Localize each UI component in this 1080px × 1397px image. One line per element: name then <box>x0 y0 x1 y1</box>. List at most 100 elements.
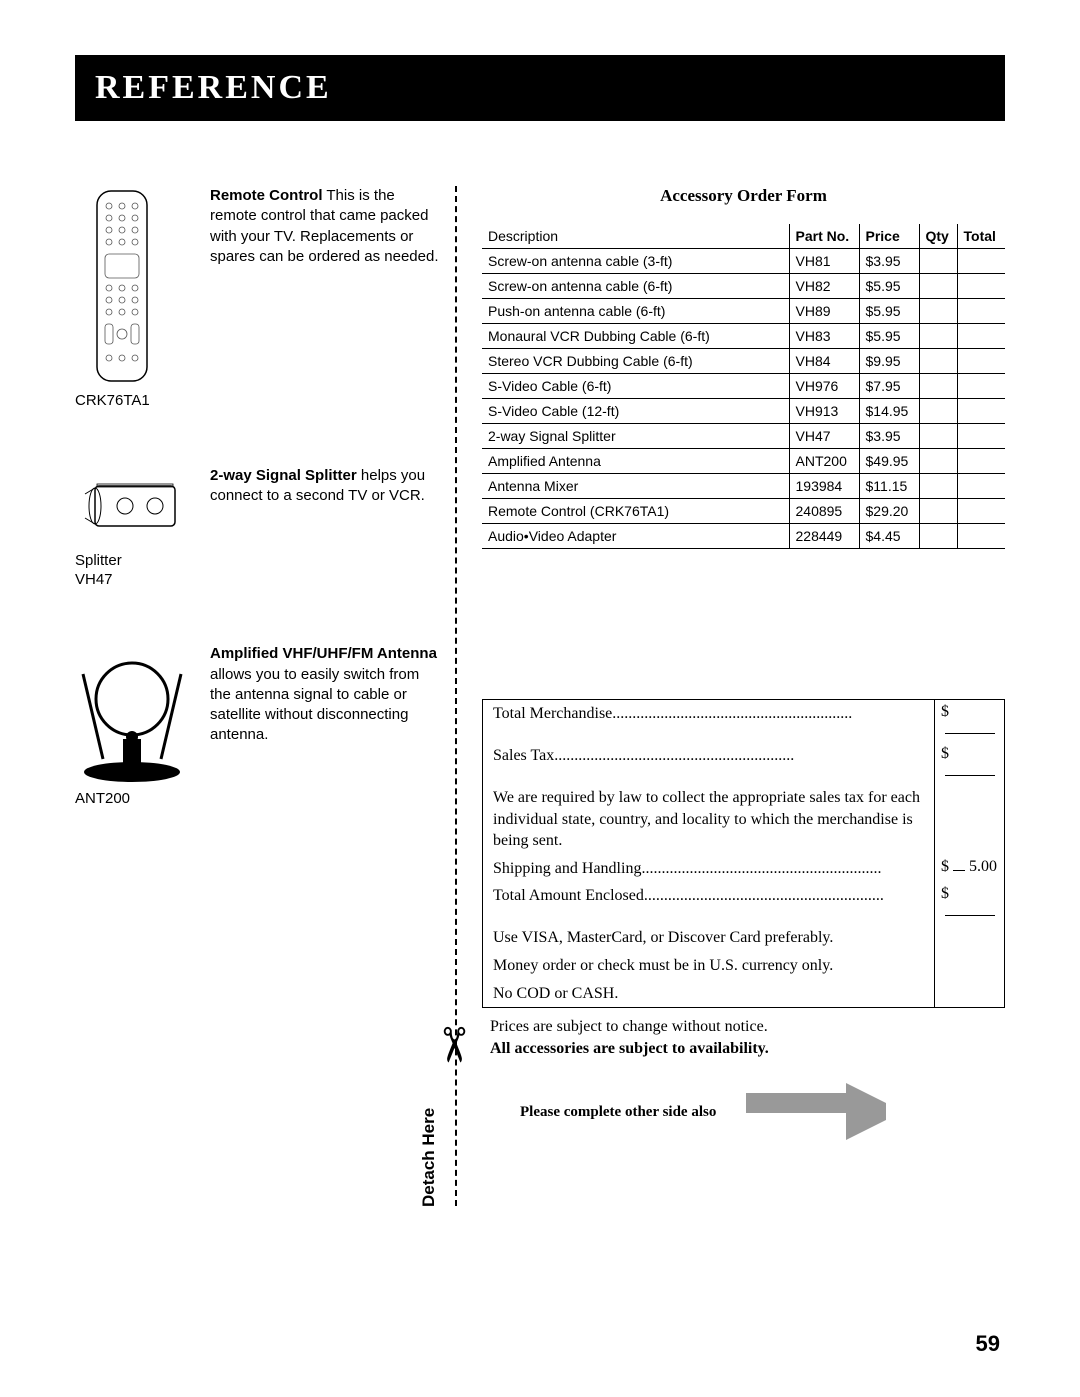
fillable-cell[interactable] <box>919 449 957 474</box>
page-title: Reference <box>95 69 1005 107</box>
data-cell: $7.95 <box>859 374 919 399</box>
data-cell: Screw-on antenna cable (6-ft) <box>482 274 789 299</box>
fillable-cell[interactable] <box>957 274 1005 299</box>
splitter-desc: 2-way Signal Splitter helps you connect … <box>210 466 440 590</box>
totals-label: Total Amount Enclosed...................… <box>483 882 934 924</box>
data-cell: $4.45 <box>859 524 919 549</box>
totals-value[interactable]: $ 5.00 <box>934 855 1004 883</box>
content-columns: CRK76TA1 Remote Control This is the remo… <box>75 186 1005 1206</box>
data-cell: Remote Control (CRK76TA1) <box>482 499 789 524</box>
totals-label: Shipping and Handling...................… <box>483 855 934 883</box>
table-row: Remote Control (CRK76TA1)240895$29.20 <box>482 499 1005 524</box>
totals-value <box>934 784 1004 855</box>
fillable-cell[interactable] <box>957 399 1005 424</box>
antenna-image: ANT200 <box>75 644 195 809</box>
fillable-cell[interactable] <box>919 499 957 524</box>
totals-value[interactable]: $ <box>934 700 1004 742</box>
totals-value <box>934 980 1004 1008</box>
col-description: Description <box>482 224 789 249</box>
remote-icon <box>75 186 175 386</box>
fillable-cell[interactable] <box>919 399 957 424</box>
totals-value[interactable]: $ <box>934 882 1004 924</box>
detach-here-label: Detach Here <box>419 1108 439 1207</box>
order-table: Description Part No. Price Qty Total Scr… <box>482 224 1005 549</box>
totals-value <box>934 924 1004 952</box>
totals-label: Use VISA, MasterCard, or Discover Card p… <box>483 924 934 952</box>
data-cell: $14.95 <box>859 399 919 424</box>
left-column: CRK76TA1 Remote Control This is the remo… <box>75 186 455 1206</box>
table-row: Screw-on antenna cable (6-ft)VH82$5.95 <box>482 274 1005 299</box>
fillable-cell[interactable] <box>957 349 1005 374</box>
data-cell: Screw-on antenna cable (3-ft) <box>482 249 789 274</box>
totals-value[interactable]: $ <box>934 742 1004 784</box>
data-cell: VH913 <box>789 399 859 424</box>
fillable-cell[interactable] <box>919 424 957 449</box>
fillable-cell[interactable] <box>919 524 957 549</box>
data-cell: $49.95 <box>859 449 919 474</box>
data-cell: VH84 <box>789 349 859 374</box>
notice-prices: Prices are subject to change without not… <box>490 1018 1005 1036</box>
arrow-icon <box>846 1083 886 1140</box>
antenna-desc: Amplified VHF/UHF/FM Antenna allows you … <box>210 644 440 809</box>
data-cell: $3.95 <box>859 249 919 274</box>
fillable-cell[interactable] <box>919 349 957 374</box>
remote-image: CRK76TA1 <box>75 186 195 411</box>
data-cell: VH83 <box>789 324 859 349</box>
data-cell: VH81 <box>789 249 859 274</box>
fillable-cell[interactable] <box>919 374 957 399</box>
table-header-row: Description Part No. Price Qty Total <box>482 224 1005 249</box>
scissors-icon: ✂ <box>428 1025 476 1065</box>
table-row: S-Video Cable (6-ft)VH976$7.95 <box>482 374 1005 399</box>
data-cell: $3.95 <box>859 424 919 449</box>
table-row: Stereo VCR Dubbing Cable (6-ft)VH84$9.95 <box>482 349 1005 374</box>
fillable-cell[interactable] <box>919 324 957 349</box>
totals-box: Total Merchandise.......................… <box>482 699 1005 1008</box>
col-qty: Qty <box>919 224 957 249</box>
fillable-cell[interactable] <box>957 499 1005 524</box>
data-cell: ANT200 <box>789 449 859 474</box>
data-cell: Push-on antenna cable (6-ft) <box>482 299 789 324</box>
splitter-icon <box>75 466 185 546</box>
table-row: S-Video Cable (12-ft)VH913$14.95 <box>482 399 1005 424</box>
table-row: Monaural VCR Dubbing Cable (6-ft)VH83$5.… <box>482 324 1005 349</box>
antenna-icon <box>75 644 190 784</box>
order-form-title: Accessory Order Form <box>482 186 1005 206</box>
table-row: Screw-on antenna cable (3-ft)VH81$3.95 <box>482 249 1005 274</box>
fillable-cell[interactable] <box>957 249 1005 274</box>
table-row: 2-way Signal SplitterVH47$3.95 <box>482 424 1005 449</box>
fillable-cell[interactable] <box>919 274 957 299</box>
totals-label: No COD or CASH. <box>483 980 934 1008</box>
fillable-cell[interactable] <box>919 474 957 499</box>
data-cell: 2-way Signal Splitter <box>482 424 789 449</box>
fillable-cell[interactable] <box>957 299 1005 324</box>
right-column: Accessory Order Form Description Part No… <box>457 186 1005 1206</box>
table-row: Push-on antenna cable (6-ft)VH89$5.95 <box>482 299 1005 324</box>
page-number: 59 <box>976 1331 1000 1357</box>
complete-row: Please complete other side also <box>490 1103 1005 1121</box>
fillable-cell[interactable] <box>957 474 1005 499</box>
splitter-caption: Splitter VH47 <box>75 552 195 590</box>
fillable-cell[interactable] <box>919 299 957 324</box>
table-row: Audio•Video Adapter228449$4.45 <box>482 524 1005 549</box>
accessory-remote: CRK76TA1 Remote Control This is the remo… <box>75 186 440 411</box>
fillable-cell[interactable] <box>957 449 1005 474</box>
totals-row: We are required by law to collect the ap… <box>483 784 1004 855</box>
accessory-antenna: ANT200 Amplified VHF/UHF/FM Antenna allo… <box>75 644 440 809</box>
data-cell: VH89 <box>789 299 859 324</box>
data-cell: 193984 <box>789 474 859 499</box>
data-cell: Monaural VCR Dubbing Cable (6-ft) <box>482 324 789 349</box>
data-cell: Audio•Video Adapter <box>482 524 789 549</box>
fillable-cell[interactable] <box>957 374 1005 399</box>
totals-label: Money order or check must be in U.S. cur… <box>483 952 934 980</box>
data-cell: VH82 <box>789 274 859 299</box>
totals-row: Total Amount Enclosed...................… <box>483 882 1004 924</box>
table-row: Antenna Mixer193984$11.15 <box>482 474 1005 499</box>
fillable-cell[interactable] <box>957 424 1005 449</box>
table-row: Amplified AntennaANT200$49.95 <box>482 449 1005 474</box>
fillable-cell[interactable] <box>957 524 1005 549</box>
fillable-cell[interactable] <box>919 249 957 274</box>
data-cell: $5.95 <box>859 299 919 324</box>
data-cell: S-Video Cable (12-ft) <box>482 399 789 424</box>
col-partno: Part No. <box>789 224 859 249</box>
fillable-cell[interactable] <box>957 324 1005 349</box>
